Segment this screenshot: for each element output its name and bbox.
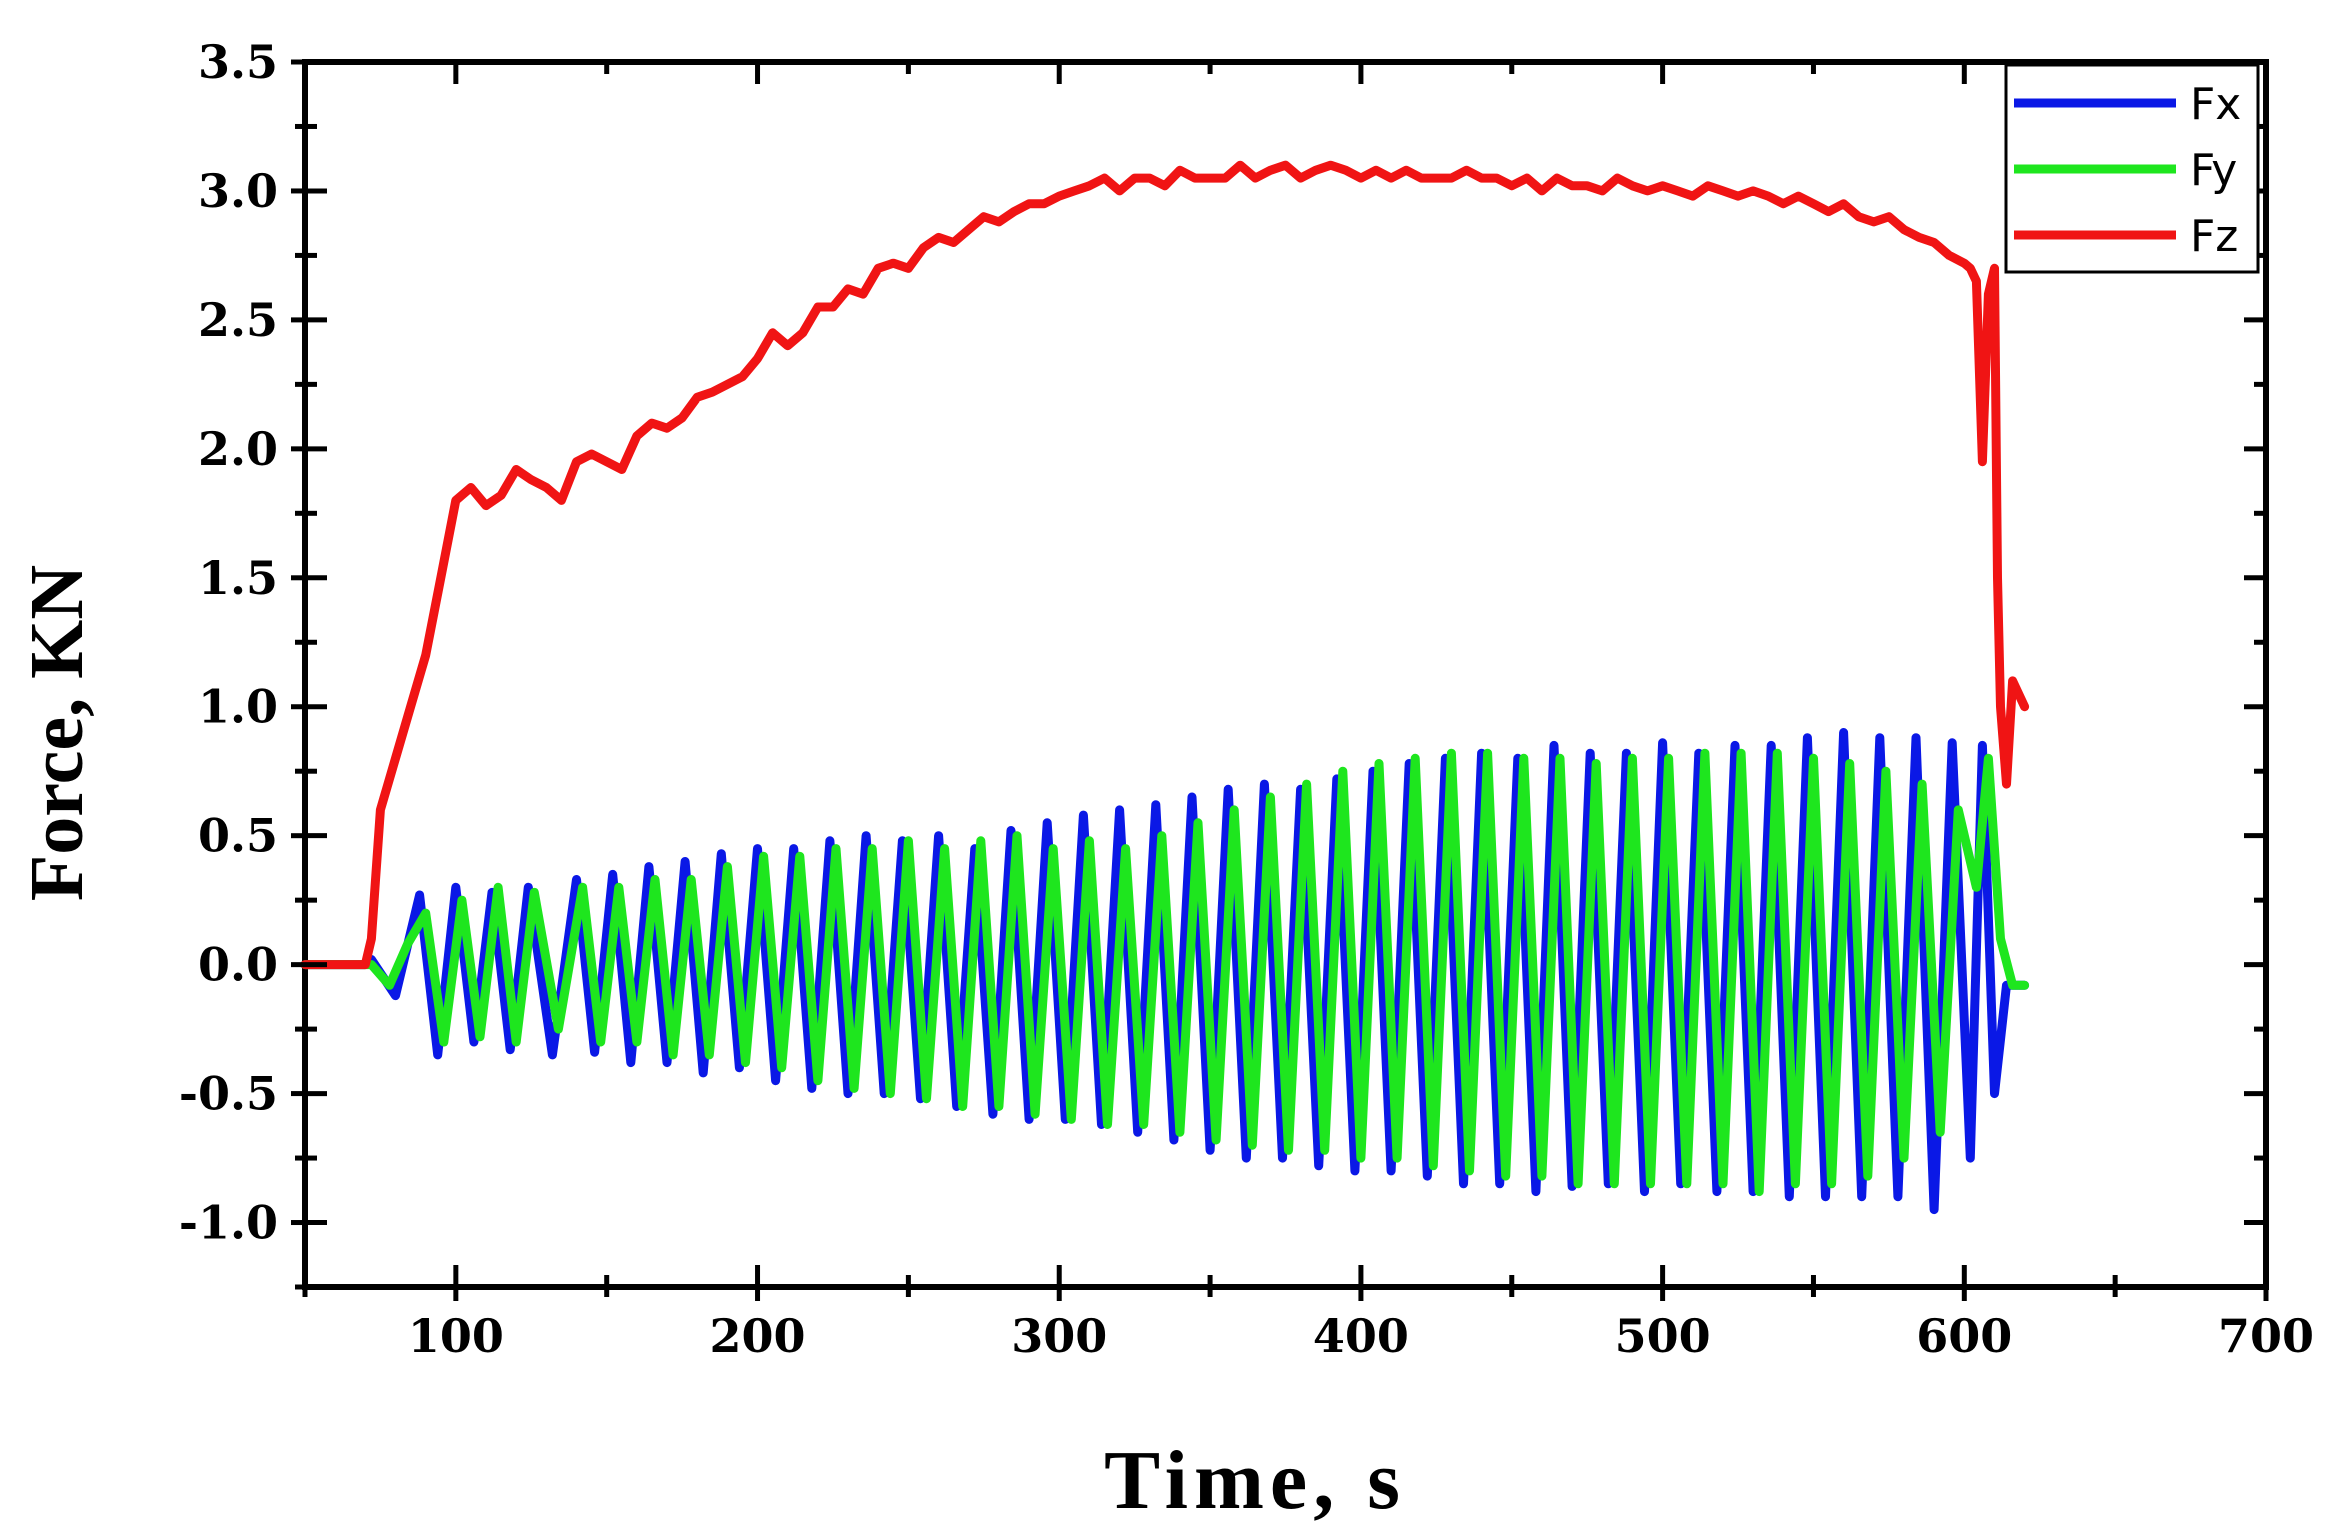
legend: Fx Fy Fz <box>2004 63 2260 274</box>
series-line-fz <box>300 160 2030 970</box>
plot-frame <box>302 59 2269 1290</box>
y-tick-label: 0.5 <box>198 809 278 863</box>
y-axis: -1.0 -0.5 0.0 0.5 1.0 1.5 2.0 2.5 3.0 3.5 <box>179 35 2266 1290</box>
series-line-fx <box>300 728 2030 1215</box>
y-tick-label: -1.0 <box>179 1196 278 1250</box>
legend-label-fz: Fz <box>2190 211 2238 262</box>
x-tick-label: 700 <box>2218 1309 2314 1363</box>
series-layer <box>300 160 2030 1215</box>
y-tick-label: 2.5 <box>198 293 278 347</box>
x-axis: 100 200 300 400 500 600 700 <box>302 62 2314 1363</box>
legend-label-fy: Fy <box>2190 145 2237 196</box>
x-tick-label: 200 <box>710 1309 806 1363</box>
y-tick-label: 0.0 <box>198 938 278 992</box>
y-axis-title: Force, KN <box>15 565 99 901</box>
x-tick-label: 500 <box>1615 1309 1711 1363</box>
y-tick-label: 3.5 <box>198 35 278 89</box>
plot-area <box>300 59 2269 1290</box>
y-tick-label: -0.5 <box>179 1067 278 1121</box>
x-axis-title: Time, s <box>1104 1434 1406 1526</box>
x-tick-label: 600 <box>1916 1309 2012 1363</box>
y-tick-label: 1.5 <box>198 551 278 605</box>
legend-label-fx: Fx <box>2190 79 2241 130</box>
y-tick-label: 3.0 <box>198 164 278 218</box>
series-line-fy <box>300 748 2030 1197</box>
x-tick-label: 300 <box>1011 1309 1107 1363</box>
x-tick-label: 100 <box>408 1309 504 1363</box>
x-tick-label: 400 <box>1313 1309 1409 1363</box>
y-tick-label: 1.0 <box>198 680 278 734</box>
y-tick-label: 2.0 <box>198 422 278 476</box>
